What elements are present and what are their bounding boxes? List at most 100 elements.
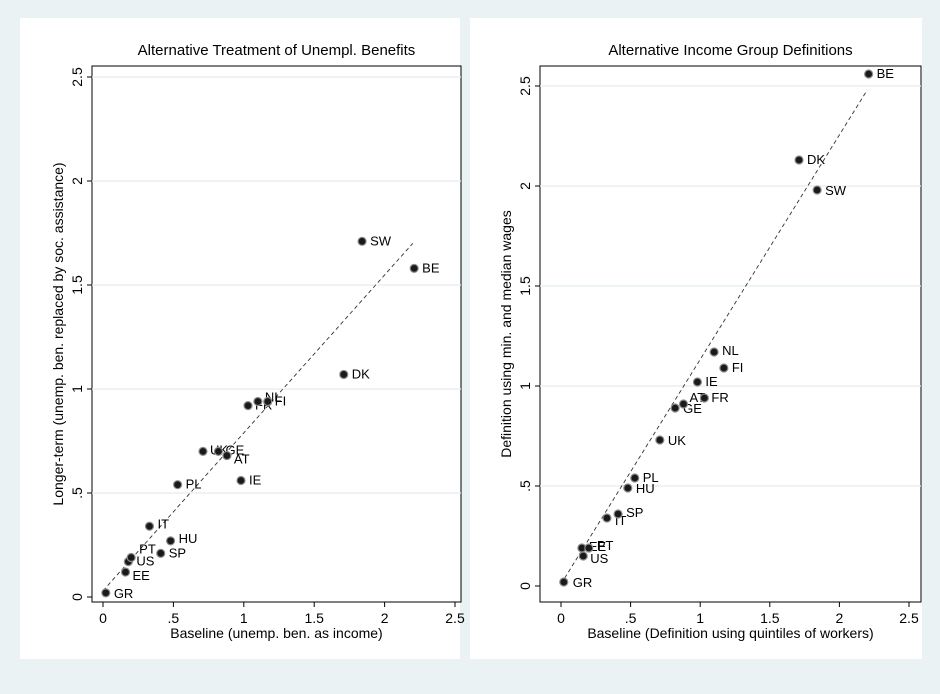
x-tick-label: .5 <box>168 610 180 626</box>
y-tick-label: 2 <box>517 182 533 190</box>
data-point-be <box>864 69 874 79</box>
point-label-gr: GR <box>114 586 134 601</box>
point-label-sw: SW <box>370 233 392 248</box>
point-label-dk: DK <box>352 366 370 381</box>
data-point-it <box>144 521 155 531</box>
x-tick-label: 2 <box>836 610 844 626</box>
data-point-pt <box>126 552 136 563</box>
point-label-at: AT <box>234 452 250 467</box>
point-label-ie: IE <box>705 374 718 389</box>
right-chart-title: Alternative Income Group Definitions <box>608 42 852 59</box>
point-label-fi: FI <box>732 360 744 375</box>
x-tick-label: .5 <box>625 610 637 626</box>
point-label-hu: HU <box>179 531 198 546</box>
data-point-ge <box>670 403 680 413</box>
data-point-dk <box>794 155 804 165</box>
point-label-nl: NL <box>722 343 739 358</box>
data-point-be <box>409 263 419 273</box>
data-point-at <box>678 399 689 409</box>
y-tick-label: 2.5 <box>517 76 533 96</box>
point-label-us: US <box>590 551 608 566</box>
x-tick-label: 1.5 <box>760 610 780 626</box>
left-scatter-panel: Alternative Treatment of Unempl. Benefit… <box>20 18 465 659</box>
y-tick-label: 2 <box>69 177 85 185</box>
point-label-it: IT <box>615 513 627 528</box>
point-label-be: BE <box>877 66 895 81</box>
x-tick-label: 1.5 <box>304 610 324 626</box>
point-label-pt: PT <box>139 541 156 556</box>
y-tick-label: 0 <box>69 593 85 601</box>
point-label-fi: FI <box>275 393 287 408</box>
point-label-ee: EE <box>133 568 151 583</box>
data-point-sp <box>613 509 623 519</box>
data-point-sp <box>156 548 166 558</box>
y-tick-label: 1 <box>69 385 85 393</box>
data-point-ie <box>692 377 703 387</box>
point-label-gr: GR <box>573 575 593 590</box>
data-point-ge <box>213 446 224 456</box>
data-point-uk <box>198 446 208 456</box>
point-label-us: US <box>136 554 154 569</box>
x-tick-label: 2.5 <box>899 610 919 626</box>
x-tick-label: 2.5 <box>445 610 465 626</box>
y-tick-label: 1.5 <box>517 276 533 296</box>
data-point-fi <box>719 363 729 373</box>
point-label-it: IT <box>157 516 169 531</box>
x-tick-label: 0 <box>99 610 107 626</box>
data-point-us <box>578 551 588 561</box>
data-point-pl <box>173 480 183 490</box>
data-point-sw <box>357 236 367 246</box>
data-point-fi <box>263 396 273 407</box>
y-tick-label: 2.5 <box>69 67 85 87</box>
x-tick-label: 0 <box>557 610 565 626</box>
data-point-fr <box>699 393 709 403</box>
left-chart-title: Alternative Treatment of Unempl. Benefit… <box>138 42 416 59</box>
point-label-sp: SP <box>626 505 643 520</box>
x-tick-label: 1 <box>240 610 248 626</box>
point-label-sp: SP <box>169 545 186 560</box>
point-label-hu: HU <box>636 481 655 496</box>
point-label-pt: PT <box>597 538 614 553</box>
plot-frame <box>539 65 922 603</box>
data-point-uk <box>655 435 665 445</box>
data-point-pl <box>630 473 640 483</box>
data-point-ie <box>236 475 246 486</box>
data-point-dk <box>339 369 349 380</box>
left-x-axis-label: Baseline (unemp. ben. as income) <box>170 625 382 641</box>
point-label-pl: PL <box>643 470 659 485</box>
data-point-it <box>602 513 612 523</box>
x-tick-label: 2 <box>381 610 389 626</box>
plot-frame <box>91 65 462 603</box>
y-tick-label: 0 <box>517 582 533 590</box>
data-point-at <box>222 450 232 461</box>
data-point-fr <box>243 401 253 411</box>
right-y-axis-label: Definition using min. and median wages <box>498 210 514 457</box>
data-point-nl <box>253 396 263 407</box>
data-point-nl <box>709 347 719 357</box>
data-point-hu <box>623 483 633 493</box>
data-point-gr <box>101 588 111 598</box>
data-point-hu <box>165 536 176 546</box>
y-tick-label: .5 <box>69 487 85 499</box>
fit-line <box>102 243 414 592</box>
point-label-sw: SW <box>825 183 847 198</box>
y-tick-label: .5 <box>517 480 533 492</box>
y-tick-label: 1 <box>517 382 533 390</box>
right-scatter-panel: Alternative Income Group Definitions 0 .5 1… <box>470 18 922 659</box>
point-label-be: BE <box>422 260 440 275</box>
point-label-pl: PL <box>186 477 202 492</box>
point-label-ie: IE <box>249 473 262 488</box>
data-point-pt <box>584 543 594 553</box>
left-y-axis-label: Longer-term (unemp. ben. replaced by soc… <box>50 162 66 505</box>
point-label-dk: DK <box>807 152 825 167</box>
point-label-fr: FR <box>711 390 728 405</box>
right-x-axis-label: Baseline (Definition using quintiles of … <box>587 625 873 641</box>
x-tick-label: 1 <box>696 610 704 626</box>
data-point-sw <box>812 185 822 195</box>
fit-line <box>560 89 868 585</box>
y-tick-label: 1.5 <box>69 275 85 295</box>
point-label-uk: UK <box>668 433 686 448</box>
data-point-ee <box>120 567 131 577</box>
